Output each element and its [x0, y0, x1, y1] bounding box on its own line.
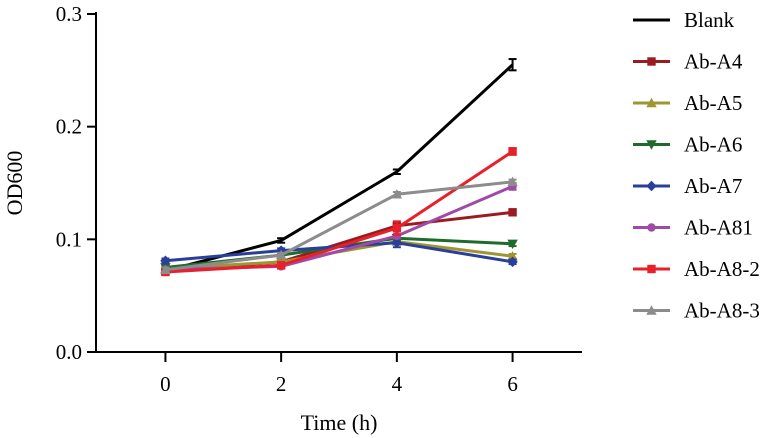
- x-tick-label: 6: [507, 372, 518, 396]
- x-tick-label: 4: [392, 372, 403, 396]
- y-tick-label: 0.0: [56, 340, 82, 364]
- legend-marker: [646, 180, 657, 192]
- legend-marker: [647, 57, 656, 66]
- y-tick-label: 0.1: [56, 227, 82, 251]
- legend: Blank Ab-A4 Ab-A5 Ab-A6 Ab-A7 Ab-A81 Ab-A8-2 Ab…: [633, 8, 760, 323]
- y-tick-label: 0.2: [56, 115, 82, 139]
- data-point: [507, 256, 518, 268]
- legend-item: Ab-A8-3: [633, 299, 760, 323]
- legend-label: Ab-A7: [684, 174, 742, 198]
- x-ticks: 0 2 4 6: [160, 352, 518, 396]
- data-point: [391, 237, 403, 248]
- legend-marker: [646, 305, 657, 315]
- series-ab-a8-3: [160, 176, 518, 274]
- series-line: [165, 150, 514, 274]
- legend-item: Ab-A81: [633, 216, 753, 240]
- x-tick-label: 2: [276, 372, 287, 396]
- legend-item: Blank: [633, 8, 735, 32]
- series-layer: [160, 58, 518, 277]
- x-tick-label: 0: [160, 372, 171, 396]
- series-ab-a81: [161, 182, 517, 274]
- y-axis-title: OD600: [2, 151, 27, 216]
- legend-marker: [646, 97, 657, 108]
- data-point: [391, 189, 403, 199]
- data-point: [508, 208, 517, 217]
- legend-label: Ab-A81: [684, 216, 753, 240]
- plot-area: 0.0 0.1 0.2 0.3 0 2 4 6: [56, 2, 582, 396]
- data-point: [275, 249, 287, 260]
- data-point: [507, 239, 518, 250]
- y-ticks: 0.0 0.1 0.2 0.3: [56, 2, 96, 364]
- data-point: [508, 147, 517, 156]
- legend-label: Ab-A4: [684, 50, 743, 74]
- legend-marker: [647, 264, 656, 274]
- data-point: [507, 176, 518, 187]
- legend-label: Blank: [684, 8, 735, 32]
- data-point: [160, 264, 171, 274]
- legend-label: Ab-A8-2: [684, 257, 760, 281]
- legend-item: Ab-A8-2: [633, 257, 760, 281]
- data-point: [276, 261, 286, 270]
- legend-label: Ab-A5: [684, 91, 742, 115]
- series-ab-a8-2: [161, 147, 517, 277]
- x-axis-title: Time (h): [301, 410, 378, 435]
- legend-label: Ab-A8-3: [684, 299, 760, 323]
- data-point: [160, 255, 171, 266]
- legend-marker: [647, 223, 656, 232]
- legend-item: Ab-A5: [633, 91, 742, 115]
- legend-marker: [646, 140, 657, 150]
- legend-item: Ab-A6: [633, 133, 742, 157]
- legend-item: Ab-A4: [633, 50, 743, 74]
- legend-item: Ab-A7: [633, 174, 742, 198]
- legend-label: Ab-A6: [684, 133, 742, 157]
- y-tick-label: 0.3: [56, 2, 82, 26]
- data-point: [507, 251, 518, 261]
- data-point: [392, 223, 402, 233]
- series-line: [165, 180, 513, 272]
